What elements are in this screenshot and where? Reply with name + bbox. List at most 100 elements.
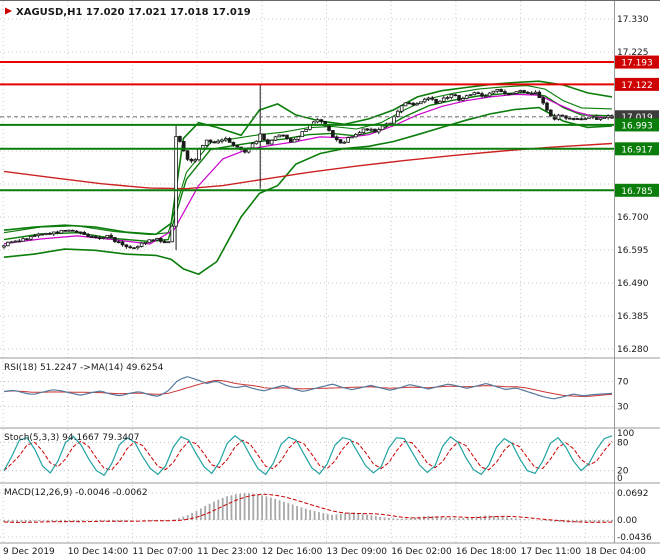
candle-body [457,95,461,101]
candle-body [510,93,515,95]
candle-body [59,229,64,234]
candle-body [403,102,408,107]
candle-body [556,114,561,120]
candle-body [419,101,423,105]
candle-body [193,159,197,162]
price-badge-label: 17.019 [621,113,653,123]
stoch-panel [0,435,614,477]
candle-body [369,128,373,131]
stoch-axis-tick: 100 [617,429,634,439]
candle-body [411,102,415,106]
candle-body [235,144,240,148]
candle-body [426,97,431,100]
candle-body [342,141,347,144]
candle-body [273,136,278,141]
rsi-axis-tick: 30 [617,402,629,412]
candle-body [491,90,496,94]
candle-body [434,98,438,104]
bollinger-upper [3,80,613,236]
candle-body [181,141,186,152]
candle-body [162,240,167,244]
candle-body [353,134,358,138]
price-badge [615,183,659,197]
candle-body [32,235,37,238]
candle-body [101,237,106,239]
candle-body [147,239,152,243]
candle-body [55,231,60,234]
candle-body [529,92,534,95]
candle-body [281,134,285,137]
candle-body [97,237,102,239]
candle-body [170,225,175,243]
main-price-panel [0,61,614,276]
candle-body [28,236,33,240]
price-badge-label: 16.917 [621,145,653,155]
candle-body [503,91,507,94]
candle-body [380,125,385,131]
price-badge-label: 16.785 [621,187,653,197]
price-axis-tick: 16.280 [617,345,649,355]
time-axis-label: 18 Dec 04:00 [585,547,646,557]
candle-body [21,238,25,242]
green-ma [3,91,613,243]
candle-body [124,244,129,248]
candle-body [132,247,136,250]
candle-body [441,97,446,102]
candle-body [579,118,584,121]
rsi-main-line [3,376,613,400]
candle-body [266,139,270,145]
stoch-indicator-label: Stoch(5,3,3) 94.1667 79.3407 [4,433,139,443]
candle-body [472,92,477,96]
candle-body [74,230,79,233]
candle-body [292,139,297,143]
candle-body [197,148,201,161]
price-badge [615,55,659,69]
macd-axis-tick: -0.0436 [617,533,652,543]
candle-body [296,136,301,140]
candle-body [537,91,542,99]
candle-body [13,240,18,243]
candle-body [346,137,350,143]
candle-body [514,91,519,94]
candle-body [361,128,366,134]
candle-body [151,239,155,242]
candle-body [533,91,538,94]
candle-body [51,231,56,235]
candle-body [300,131,305,138]
candle-body [128,246,132,249]
candle-body [105,234,110,238]
stoch-d-line [3,439,613,471]
green-ma-upper [3,85,613,236]
candle-body [350,136,354,139]
candle-body [9,241,14,244]
rsi-axis-tick: 70 [617,378,629,388]
candle-body [2,245,6,248]
candle-body [82,231,87,235]
candle-body [438,100,442,104]
candle-body [212,141,217,144]
candle-body [506,93,511,95]
price-axis-tick: 16.595 [617,246,649,256]
candle-body [487,92,492,97]
candle-body [568,117,572,120]
candle-body [227,138,232,143]
candle-body [120,241,125,246]
candle-body [223,138,228,141]
candle-body [36,233,41,237]
macd-indicator-label: MACD(12,26,9) -0.0046 -0.0062 [4,488,148,498]
candle-body [453,94,458,97]
candle-body [269,139,274,145]
candle-body [357,132,362,135]
candle-body [113,237,117,243]
candle-body [495,89,500,92]
candle-body [178,136,182,142]
time-axis-label: 11 Dec 07:00 [132,547,193,557]
price-axis-tick: 17.225 [617,48,649,58]
price-badge-label: 17.122 [621,81,653,91]
time-axis-label: 12 Dec 16:00 [262,547,323,557]
macd-axis-tick: 0.00 [617,516,637,526]
candle-body [136,246,140,249]
candle-body [139,242,144,247]
candle-body [243,149,247,153]
